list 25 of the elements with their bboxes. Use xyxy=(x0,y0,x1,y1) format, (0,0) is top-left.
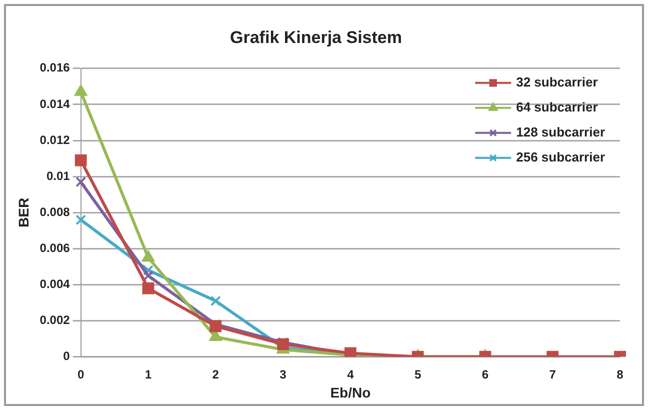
legend-label: 256 subcarrier xyxy=(516,149,606,164)
y-tick-label: 0.012 xyxy=(40,132,70,147)
y-tick-label: 0.016 xyxy=(40,60,70,75)
x-tick-label: 4 xyxy=(347,367,354,382)
x-tick-label: 2 xyxy=(212,367,220,382)
y-tick-label: 0.014 xyxy=(40,96,70,111)
x-tick-label: 1 xyxy=(144,367,152,382)
legend-label: 32 subcarrier xyxy=(516,74,598,90)
x-tick-label: 7 xyxy=(549,367,556,382)
x-tick-label: 6 xyxy=(482,367,489,382)
y-tick-label: 0.004 xyxy=(40,277,70,292)
legend-label: 64 subcarrier xyxy=(516,99,598,114)
y-tick-label: 0.01 xyxy=(46,168,70,183)
x-axis-title: Eb/No xyxy=(330,384,371,400)
y-tick-label: 0 xyxy=(63,349,70,364)
x-tick-label: 3 xyxy=(280,367,287,382)
chart-title: Grafik Kinerja Sistem xyxy=(230,28,402,47)
legend-label: 128 subcarrier xyxy=(516,124,606,140)
x-tick-label: 0 xyxy=(77,367,84,382)
y-axis-title: BER xyxy=(15,198,32,228)
y-tick-label: 0.002 xyxy=(40,313,70,328)
y-tick-label: 0.008 xyxy=(40,204,70,219)
y-tick-label: 0.006 xyxy=(40,240,70,255)
x-tick-label: 8 xyxy=(616,367,624,382)
x-tick-label: 5 xyxy=(414,367,422,382)
